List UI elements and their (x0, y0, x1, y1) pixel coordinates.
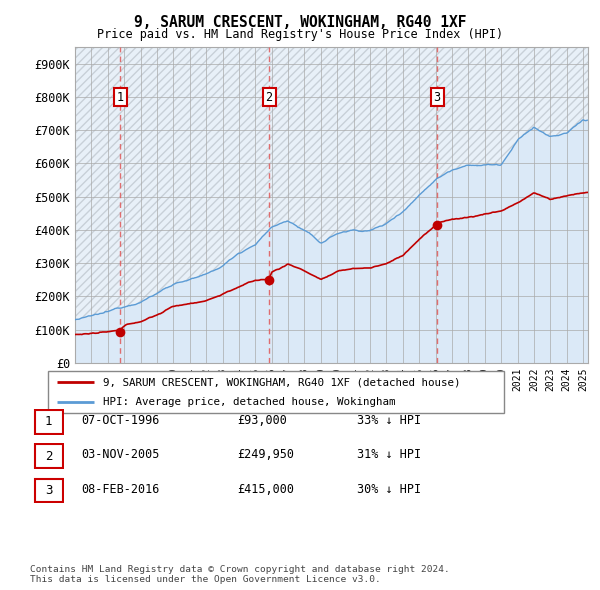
Text: £415,000: £415,000 (237, 483, 294, 496)
Text: 03-NOV-2005: 03-NOV-2005 (81, 448, 160, 461)
Text: 9, SARUM CRESCENT, WOKINGHAM, RG40 1XF: 9, SARUM CRESCENT, WOKINGHAM, RG40 1XF (134, 15, 466, 30)
Text: 3: 3 (45, 484, 52, 497)
FancyBboxPatch shape (35, 478, 62, 502)
Text: 9, SARUM CRESCENT, WOKINGHAM, RG40 1XF (detached house): 9, SARUM CRESCENT, WOKINGHAM, RG40 1XF (… (103, 378, 460, 388)
Text: 2: 2 (45, 450, 52, 463)
Text: 3: 3 (434, 90, 441, 103)
Text: 2: 2 (265, 90, 272, 103)
Text: 08-FEB-2016: 08-FEB-2016 (81, 483, 160, 496)
Text: HPI: Average price, detached house, Wokingham: HPI: Average price, detached house, Woki… (103, 398, 395, 407)
Text: Contains HM Land Registry data © Crown copyright and database right 2024.
This d: Contains HM Land Registry data © Crown c… (30, 565, 450, 584)
Text: 1: 1 (117, 90, 124, 103)
Text: 31% ↓ HPI: 31% ↓ HPI (357, 448, 421, 461)
Text: 1: 1 (45, 415, 52, 428)
Text: £93,000: £93,000 (237, 414, 287, 427)
FancyBboxPatch shape (48, 371, 504, 413)
Text: £249,950: £249,950 (237, 448, 294, 461)
Text: 33% ↓ HPI: 33% ↓ HPI (357, 414, 421, 427)
FancyBboxPatch shape (35, 410, 62, 434)
Text: 30% ↓ HPI: 30% ↓ HPI (357, 483, 421, 496)
FancyBboxPatch shape (35, 444, 62, 468)
Text: 07-OCT-1996: 07-OCT-1996 (81, 414, 160, 427)
Text: Price paid vs. HM Land Registry's House Price Index (HPI): Price paid vs. HM Land Registry's House … (97, 28, 503, 41)
